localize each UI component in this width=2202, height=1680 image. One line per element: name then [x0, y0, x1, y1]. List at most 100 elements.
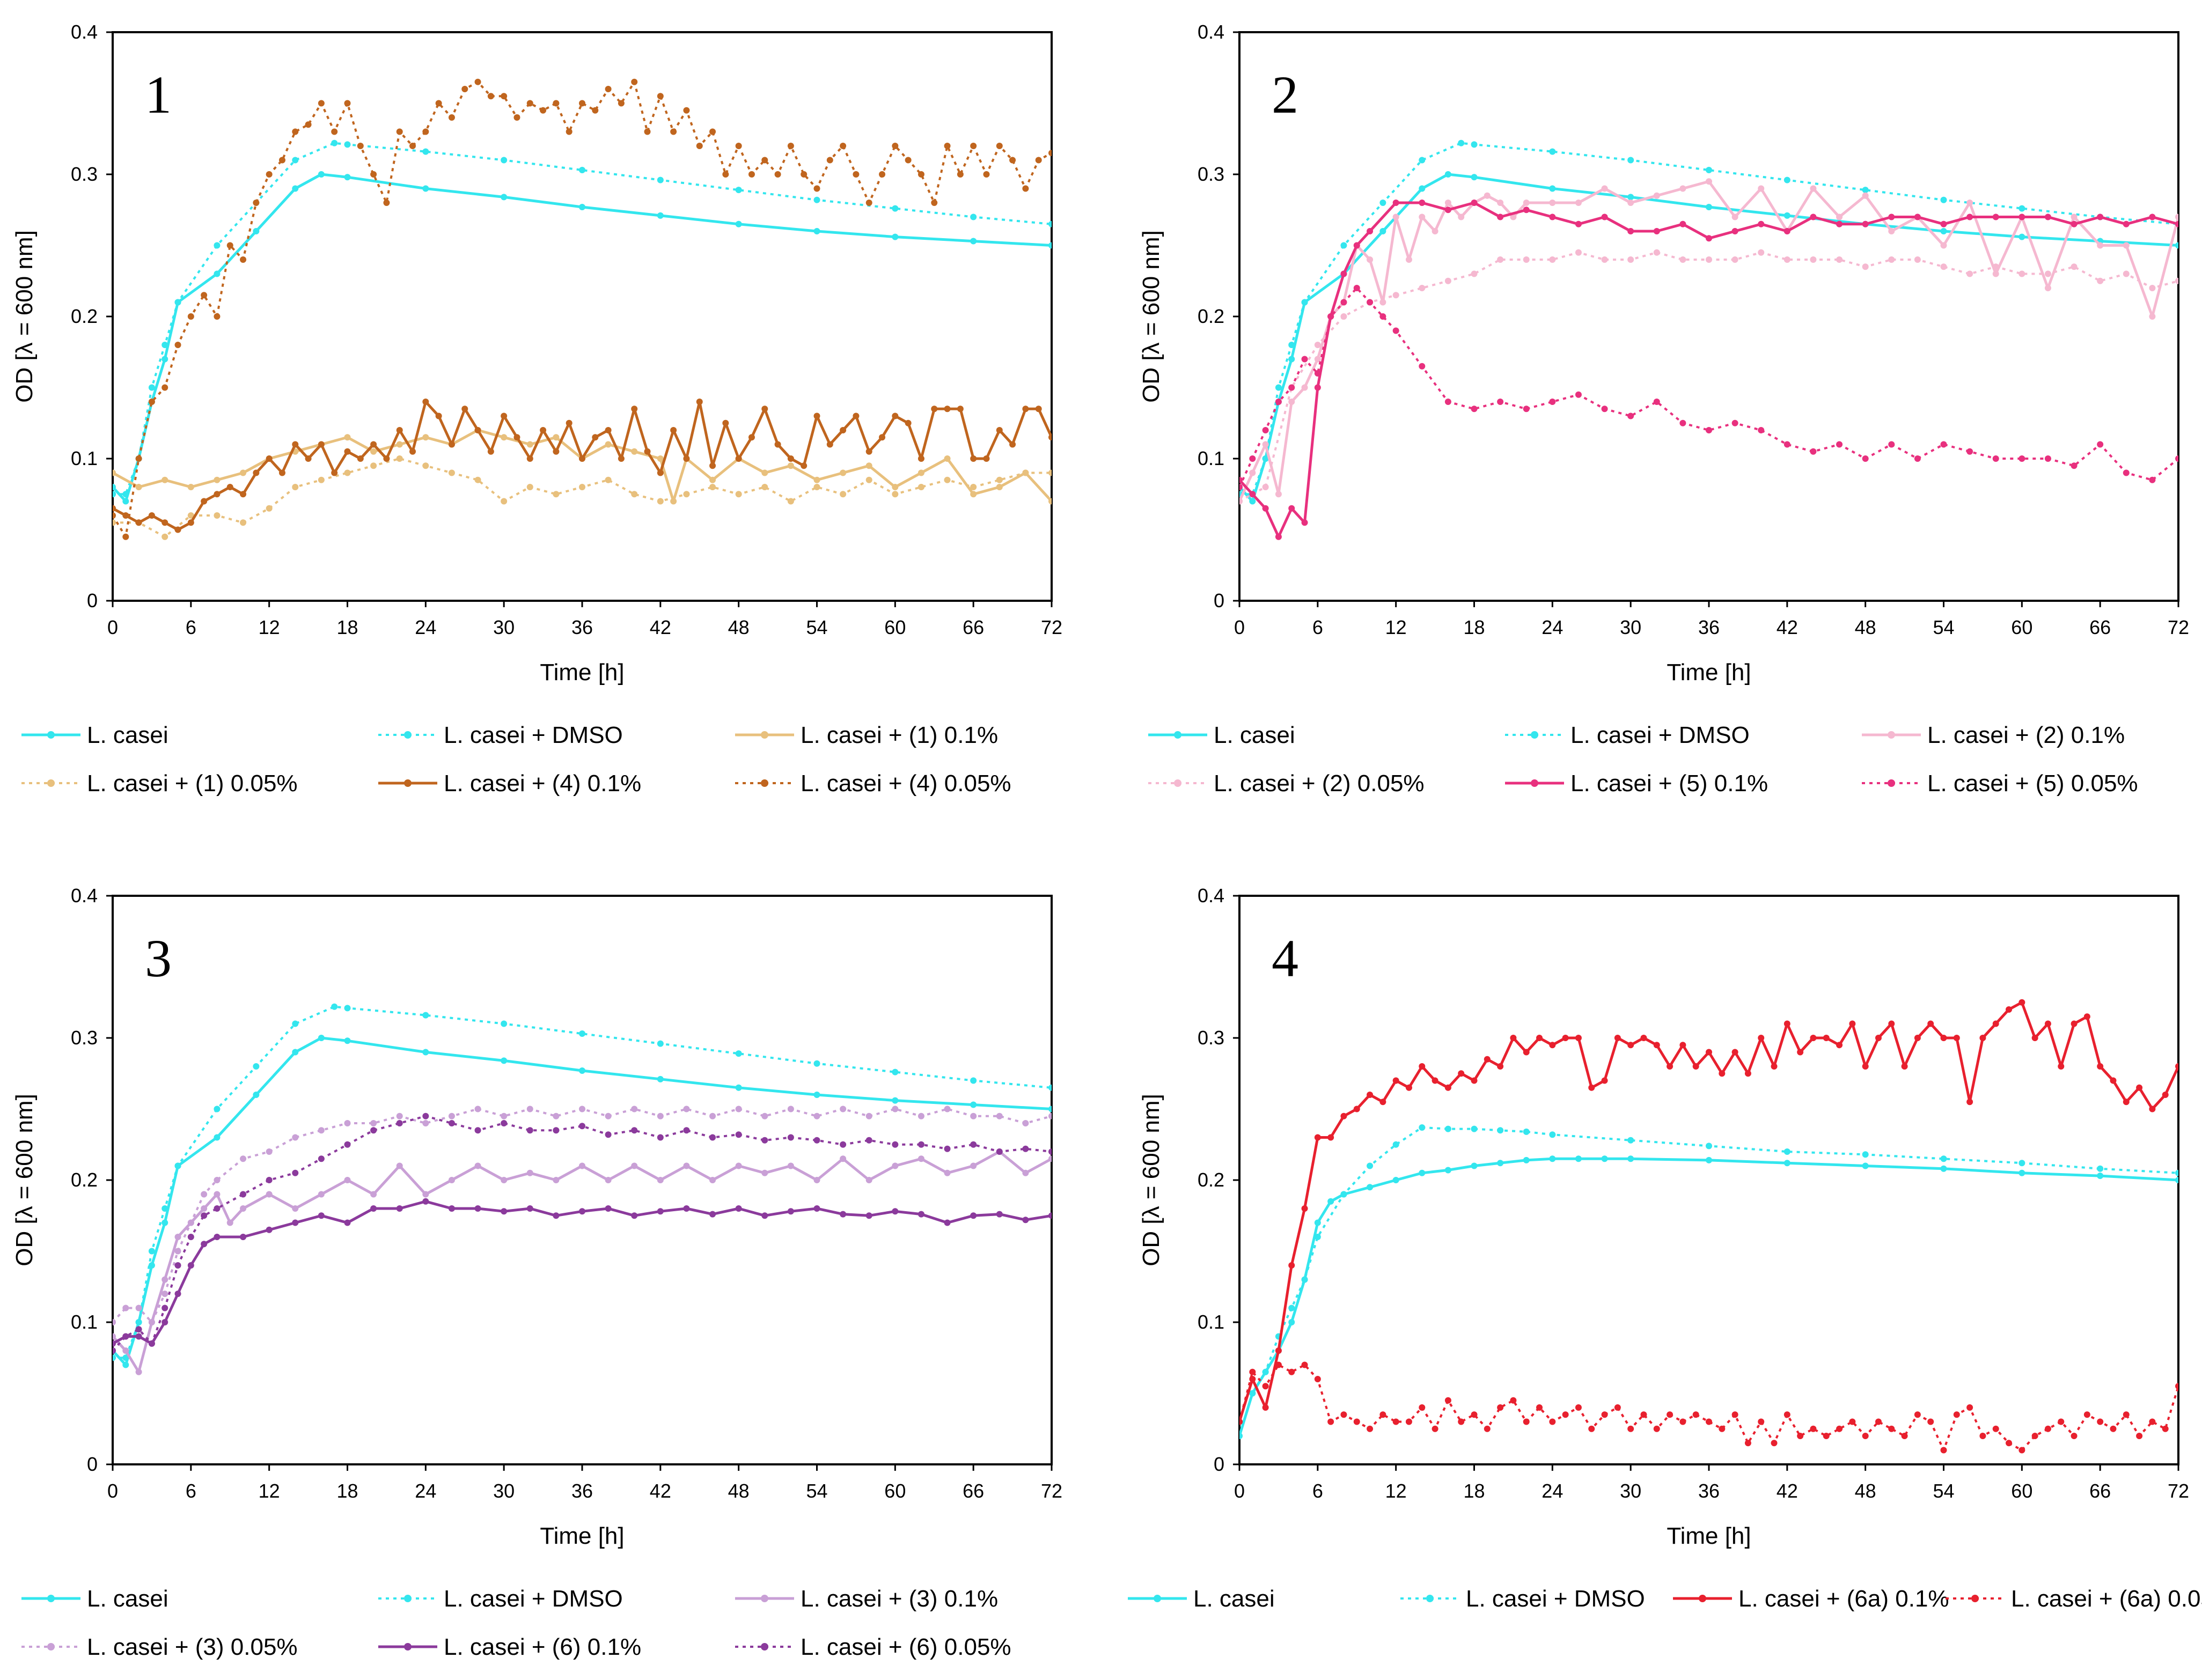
y-tick-label: 0.2 — [71, 305, 98, 327]
series-l-casei-dmso-point — [1627, 157, 1634, 164]
series-l-casei-4-0-05-point — [266, 171, 273, 178]
x-tick-label: 66 — [963, 616, 984, 638]
series-l-casei-5-0-1-point — [1679, 220, 1686, 227]
series-l-casei-6a-0-05-point — [2097, 1418, 2104, 1425]
series-l-casei-1-0-05-point — [266, 505, 273, 512]
series-l-casei-6a-0-1-point — [2058, 1063, 2065, 1070]
x-tick-label: 6 — [1312, 616, 1323, 638]
legend-entry-l-casei-2-0-05: L. casei + (2) 0.05% — [1148, 770, 1425, 797]
series-l-casei-4-0-1-point — [722, 419, 729, 426]
series-l-casei-4-0-1-point — [162, 519, 168, 526]
series-l-casei-4-0-1-point — [944, 406, 951, 412]
series-l-casei-4-0-05-point — [670, 128, 677, 135]
series-l-casei-4-0-1-point — [240, 491, 247, 498]
series-l-casei-6-0-1-point — [683, 1205, 690, 1212]
series-l-casei-4-0-1-point — [709, 462, 716, 469]
series-l-casei-dmso-point — [292, 1020, 299, 1027]
series-l-casei-2-0-1-point — [2123, 242, 2130, 249]
series-l-casei-6a-0-1-point — [1940, 1035, 1947, 1041]
legend-label: L. casei + (6a) 0.1% — [1738, 1586, 1949, 1612]
series-l-casei-6a-0-05-point — [1901, 1433, 1908, 1439]
series-l-casei-line — [113, 173, 1052, 503]
series-l-casei-2-0-05-point — [1444, 277, 1451, 284]
series-l-casei-6a-0-05-point — [1275, 1361, 1282, 1368]
series-l-casei-5-0-1-point — [1239, 476, 1243, 483]
series-l-casei-5-0-05-point — [1731, 419, 1738, 426]
series-l-casei-1-0-1-point — [187, 484, 194, 490]
series-l-casei-dmso-line — [1239, 142, 2178, 496]
series-l-casei-1-0-05-point — [162, 533, 168, 540]
series-l-casei-6a-0-1-point — [2123, 1099, 2130, 1106]
x-tick-label: 42 — [1777, 616, 1798, 638]
series-l-casei-2-0-05-point — [2097, 277, 2104, 284]
series-l-casei-6a-0-05-point — [2136, 1433, 2143, 1439]
series-l-casei-4-0-05-point — [344, 100, 351, 107]
series-l-casei-6-0-1-point — [892, 1208, 899, 1215]
legend-label: L. casei + (1) 0.1% — [801, 722, 998, 748]
series-l-casei-6a-0-1-point — [2083, 1013, 2090, 1020]
series-l-casei-6a-0-1-point — [1966, 1099, 1973, 1106]
series-l-casei-3-0-05-line — [113, 1108, 1052, 1323]
x-tick-label: 72 — [1041, 616, 1062, 638]
series-l-casei-3-0-05-point — [501, 1112, 508, 1119]
series-l-casei-4-0-1-point — [487, 448, 494, 455]
series-l-casei-5-0-05-point — [1627, 412, 1634, 419]
series-l-casei-2-0-1-point — [1549, 200, 1556, 206]
series-l-casei-4-0-1-point — [840, 427, 847, 433]
series-l-casei-point — [1601, 1155, 1608, 1162]
series-l-casei-2-0-1-point — [2071, 213, 2078, 220]
series-l-casei-5-0-05-point — [1862, 455, 1869, 462]
series-l-casei-dmso-point — [1444, 1125, 1451, 1132]
series-l-casei-line — [1239, 173, 2178, 503]
series-l-casei-6-0-1-point — [970, 1212, 977, 1219]
series-l-casei-6a-0-05-point — [1862, 1433, 1869, 1439]
series-l-casei-dmso-point — [214, 1106, 221, 1112]
series-l-casei-dmso-point — [253, 1063, 260, 1070]
series-l-casei-4-0-1-point — [670, 427, 677, 433]
series-l-casei-6a-0-05-point — [1953, 1411, 1960, 1418]
series-l-casei-5-0-05-point — [1758, 427, 1765, 433]
legend-swatch-marker — [404, 731, 412, 739]
series-l-casei-1-0-1-point — [526, 441, 533, 448]
series-l-casei-3-0-05-point — [292, 1134, 299, 1141]
x-tick-label: 36 — [571, 616, 593, 638]
series-l-casei-3-0-05-point — [996, 1112, 1003, 1119]
series-l-casei-4-0-05-point — [201, 292, 208, 299]
series-l-casei-point — [501, 1057, 508, 1064]
series-l-casei-6a-0-1-point — [1262, 1404, 1269, 1411]
series-l-casei-1-0-1-point — [553, 434, 560, 441]
legend-label: L. casei + (3) 0.1% — [801, 1586, 998, 1612]
series-l-casei-5-0-05-point — [1940, 441, 1947, 448]
series-l-casei-6a-0-05-point — [2019, 1447, 2025, 1454]
series-l-casei-3-0-05-point — [944, 1106, 951, 1112]
series-l-casei-3-0-1-point — [201, 1205, 208, 1212]
series-l-casei-6-0-1-point — [579, 1208, 585, 1215]
series-l-casei-6a-0-05-point — [1653, 1425, 1660, 1432]
series-l-casei-2-0-05-point — [1239, 498, 1243, 505]
x-tick-label: 54 — [806, 1480, 827, 1502]
series-l-casei-3-0-05-point — [970, 1112, 977, 1119]
series-l-casei-1-0-05-point — [970, 484, 977, 490]
series-l-casei-5-0-05-point — [1810, 448, 1817, 455]
series-l-casei-6a-0-05-point — [1327, 1418, 1334, 1425]
series-l-casei-5-0-1-point — [1862, 220, 1869, 227]
series-l-casei-3-0-05-point — [1022, 1120, 1029, 1126]
series-l-casei-4-0-05-point — [422, 128, 429, 135]
series-l-casei-4-0-05-point — [905, 157, 912, 164]
series-l-casei-2-0-05-point — [1706, 256, 1712, 263]
series-l-casei-6a-0-05-point — [1432, 1425, 1438, 1432]
series-l-casei-4-0-1-point — [501, 412, 508, 419]
series-l-casei-6a-0-1-point — [2097, 1063, 2104, 1070]
series-l-casei-4-0-05-point — [513, 114, 520, 121]
series-l-casei-4-0-05-point — [996, 143, 1003, 149]
series-l-casei-5-0-05-point — [1549, 399, 1556, 405]
series-l-casei-6a-0-05-point — [1510, 1397, 1517, 1404]
series-l-casei-2-0-1-point — [1432, 228, 1438, 234]
series-l-casei-6-0-1-point — [865, 1212, 872, 1219]
series-l-casei-5-0-05-point — [2071, 462, 2078, 469]
series-l-casei-point — [735, 220, 742, 227]
series-l-casei-4-0-1-point — [748, 434, 755, 441]
series-l-casei-point — [1940, 1165, 1947, 1172]
series-l-casei-5-0-1-point — [1992, 213, 1999, 220]
series-l-casei-6a-0-1-point — [1783, 1020, 1790, 1027]
